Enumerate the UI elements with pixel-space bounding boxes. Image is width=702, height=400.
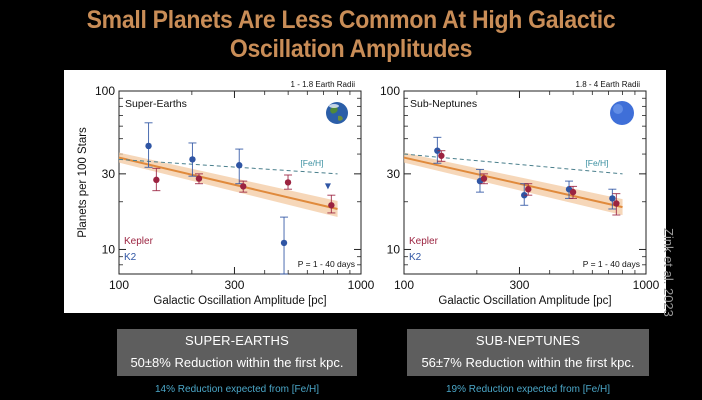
summary-title: SUPER-EARTHS — [184, 333, 289, 348]
y-tick-label: 30 — [102, 167, 116, 181]
fit-uncertainty-band — [404, 152, 623, 216]
neptune-icon — [610, 101, 634, 125]
kepler-point — [480, 175, 488, 182]
kepler-point — [328, 202, 335, 209]
y-tick-label: 10 — [387, 242, 401, 256]
legend-k2: K2 — [409, 252, 422, 263]
k2-point — [521, 191, 528, 199]
fit-line — [118, 156, 338, 210]
citation-credit: Zink et al. 2023 — [661, 228, 676, 317]
legend-kepler: Kepler — [124, 236, 154, 247]
kepler-point — [613, 200, 620, 207]
radius-range-label: 1.8 - 4 Earth Radii — [576, 80, 641, 89]
feh-note-sub-neptunes: 19% Reduction expected from [Fe/H] — [446, 384, 610, 395]
feh-note-super-earths: 14% Reduction expected from [Fe/H] — [155, 384, 319, 395]
neptune-highlight-icon — [613, 104, 623, 114]
feh-label: [Fe/H] — [585, 158, 608, 168]
x-axis-label: Galactic Oscillation Amplitude [pc] — [153, 295, 326, 307]
y-axis-label: Planets per 100 Stars — [77, 127, 89, 238]
x-tick-label: 1000 — [633, 278, 660, 292]
y-tick-label: 100 — [380, 84, 400, 98]
summary-title: SUB-NEPTUNES — [475, 333, 581, 348]
legend-kepler: Kepler — [409, 236, 439, 247]
k2-point — [609, 195, 616, 202]
plot-frame — [403, 90, 647, 275]
k2-point — [280, 239, 288, 247]
legend-k2: K2 — [124, 252, 137, 263]
x-axis-label: Galactic Oscillation Amplitude [pc] — [438, 295, 611, 307]
kepler-point — [195, 175, 203, 182]
y-tick-label: 10 — [102, 242, 116, 256]
y-tick-label: 30 — [387, 167, 401, 181]
period-note: P = 1 - 40 days — [583, 259, 640, 269]
summary-box-super-earths: SUPER-EARTHS 50±8% Reduction within the … — [117, 329, 357, 376]
earth-continent-icon — [338, 115, 343, 121]
summary-stat: 50±8% Reduction within the first kpc. — [130, 355, 344, 370]
figure-panel: 100 300 1000 10 30 100 Galactic Oscillation Am… — [64, 70, 666, 313]
earth-cloud-icon — [329, 104, 339, 108]
y-tick-label: 100 — [95, 84, 115, 98]
x-tick-label: 300 — [224, 278, 244, 292]
x-tick-label: 100 — [394, 278, 414, 292]
x-tick-label: 1000 — [348, 278, 375, 292]
chart-panel-1: 100 300 1000 10 30 100 Galactic Oscillation Am… — [77, 80, 375, 307]
fit-line — [403, 156, 623, 209]
k2-point — [189, 156, 196, 163]
k2-upper-limit-marker — [324, 183, 331, 190]
x-tick-label: 300 — [509, 278, 529, 292]
summary-box-sub-neptunes: SUB-NEPTUNES 56±7% Reduction within the … — [407, 329, 649, 376]
x-tick-label: 100 — [109, 278, 129, 292]
chart-panel-2: 100 300 1000 10 30 100 Galactic Oscillation Am… — [380, 80, 660, 307]
feh-trend-line — [118, 158, 338, 175]
kepler-point — [284, 179, 292, 186]
kepler-point — [153, 176, 160, 184]
panel-label: Sub-Neptunes — [410, 98, 477, 110]
period-note: P = 1 - 40 days — [298, 259, 355, 269]
radius-range-label: 1 - 1.8 Earth Radii — [291, 80, 356, 89]
kepler-point — [240, 183, 247, 190]
kepler-point — [569, 188, 577, 196]
kepler-point — [525, 186, 532, 193]
summary-stat: 56±7% Reduction within the first kpc. — [421, 355, 635, 370]
fit-uncertainty-band — [119, 152, 338, 218]
panel-label: Super-Earths — [125, 98, 187, 110]
slide-title: Small Planets Are Less Common At High Ga… — [86, 6, 616, 63]
earth-continent-icon — [330, 106, 338, 114]
k2-point — [145, 142, 152, 150]
kepler-point — [438, 152, 445, 159]
k2-point — [236, 162, 243, 169]
plot-frame — [118, 90, 362, 275]
chart-svg: 100 300 1000 10 30 100 Galactic Oscillation Am… — [77, 80, 660, 307]
feh-label: [Fe/H] — [300, 158, 323, 168]
